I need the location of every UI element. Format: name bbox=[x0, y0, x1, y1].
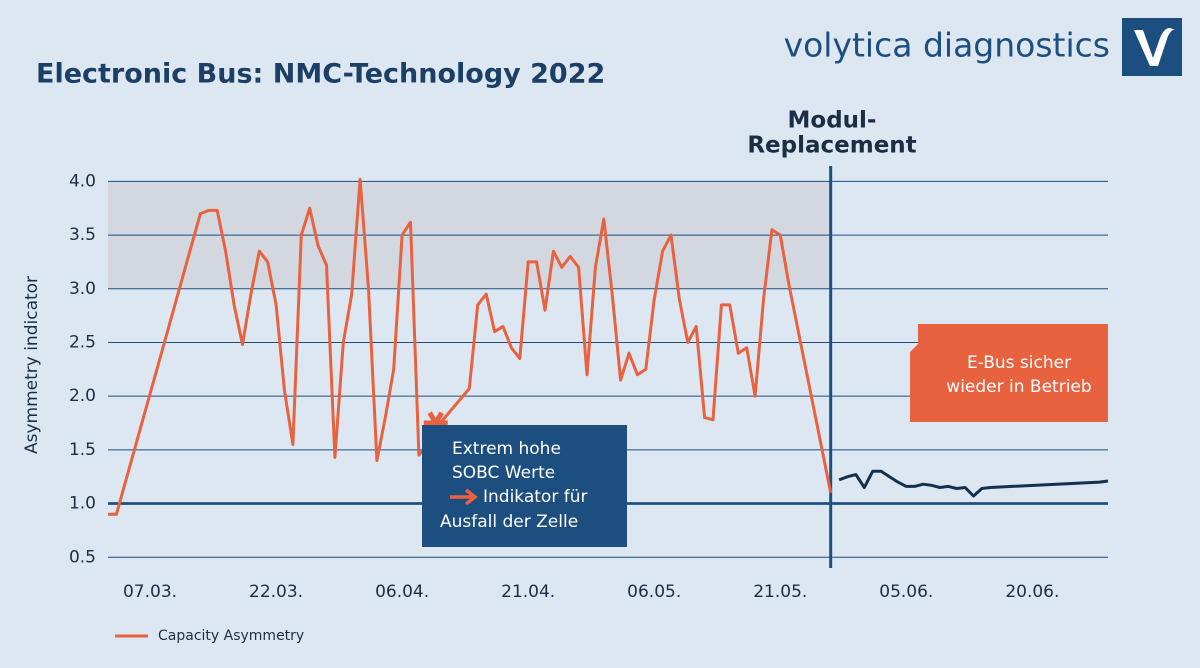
event-label: Replacement bbox=[747, 133, 916, 159]
brand-logo bbox=[1122, 18, 1182, 76]
y-tick-label: 1.0 bbox=[69, 494, 96, 514]
y-tick-label: 3.0 bbox=[69, 279, 96, 299]
event-label: Modul- bbox=[788, 108, 877, 134]
x-tick-label: 05.06. bbox=[879, 582, 933, 602]
series-line bbox=[108, 177, 833, 516]
legend: Capacity Asymmetry bbox=[115, 628, 304, 644]
y-tick-label: 3.5 bbox=[69, 225, 96, 245]
brand: volytica diagnostics bbox=[784, 26, 1110, 65]
annotation-failure: Extrem hohe SOBC Werte Indikator für Aus… bbox=[422, 425, 627, 547]
y-tick-label: 1.5 bbox=[69, 440, 96, 460]
y-tick-label: 4.0 bbox=[69, 171, 96, 191]
x-tick-label: 07.03. bbox=[123, 582, 177, 602]
annotation-text: E-Bus sicher bbox=[967, 353, 1071, 373]
annotation-text: wieder in Betrieb bbox=[946, 377, 1091, 397]
annotation-safe: E-Bus sicher wieder in Betrieb bbox=[910, 324, 1108, 422]
annotation-arrow bbox=[450, 488, 478, 506]
x-tick-label: 21.04. bbox=[501, 582, 555, 602]
logo-box bbox=[1122, 18, 1182, 76]
x-tick-label: 20.06. bbox=[1005, 582, 1059, 602]
chart-title: Electronic Bus: NMC-Technology 2022 bbox=[36, 59, 605, 90]
annotation-text: Indikator für bbox=[483, 487, 587, 507]
y-tick-label: 0.5 bbox=[69, 547, 96, 567]
y-tick-label: 2.0 bbox=[69, 386, 96, 406]
y-tick-label: 2.5 bbox=[69, 332, 96, 352]
x-tick-label: 21.05. bbox=[753, 582, 807, 602]
y-axis-label: Asymmetry indicator bbox=[22, 276, 42, 454]
annotation-text: SOBC Werte bbox=[452, 463, 555, 483]
series-line bbox=[838, 469, 1109, 498]
annotation-text: Extrem hohe bbox=[452, 439, 561, 459]
logo-glyph bbox=[1134, 28, 1176, 66]
legend-label: Capacity Asymmetry bbox=[158, 628, 304, 644]
annotation-text: Ausfall der Zelle bbox=[440, 512, 578, 532]
x-tick-label: 22.03. bbox=[249, 582, 303, 602]
annotation-box bbox=[422, 425, 627, 547]
annotation-box bbox=[910, 324, 1108, 422]
x-tick-label: 06.05. bbox=[627, 582, 681, 602]
x-tick-label: 06.04. bbox=[375, 582, 429, 602]
